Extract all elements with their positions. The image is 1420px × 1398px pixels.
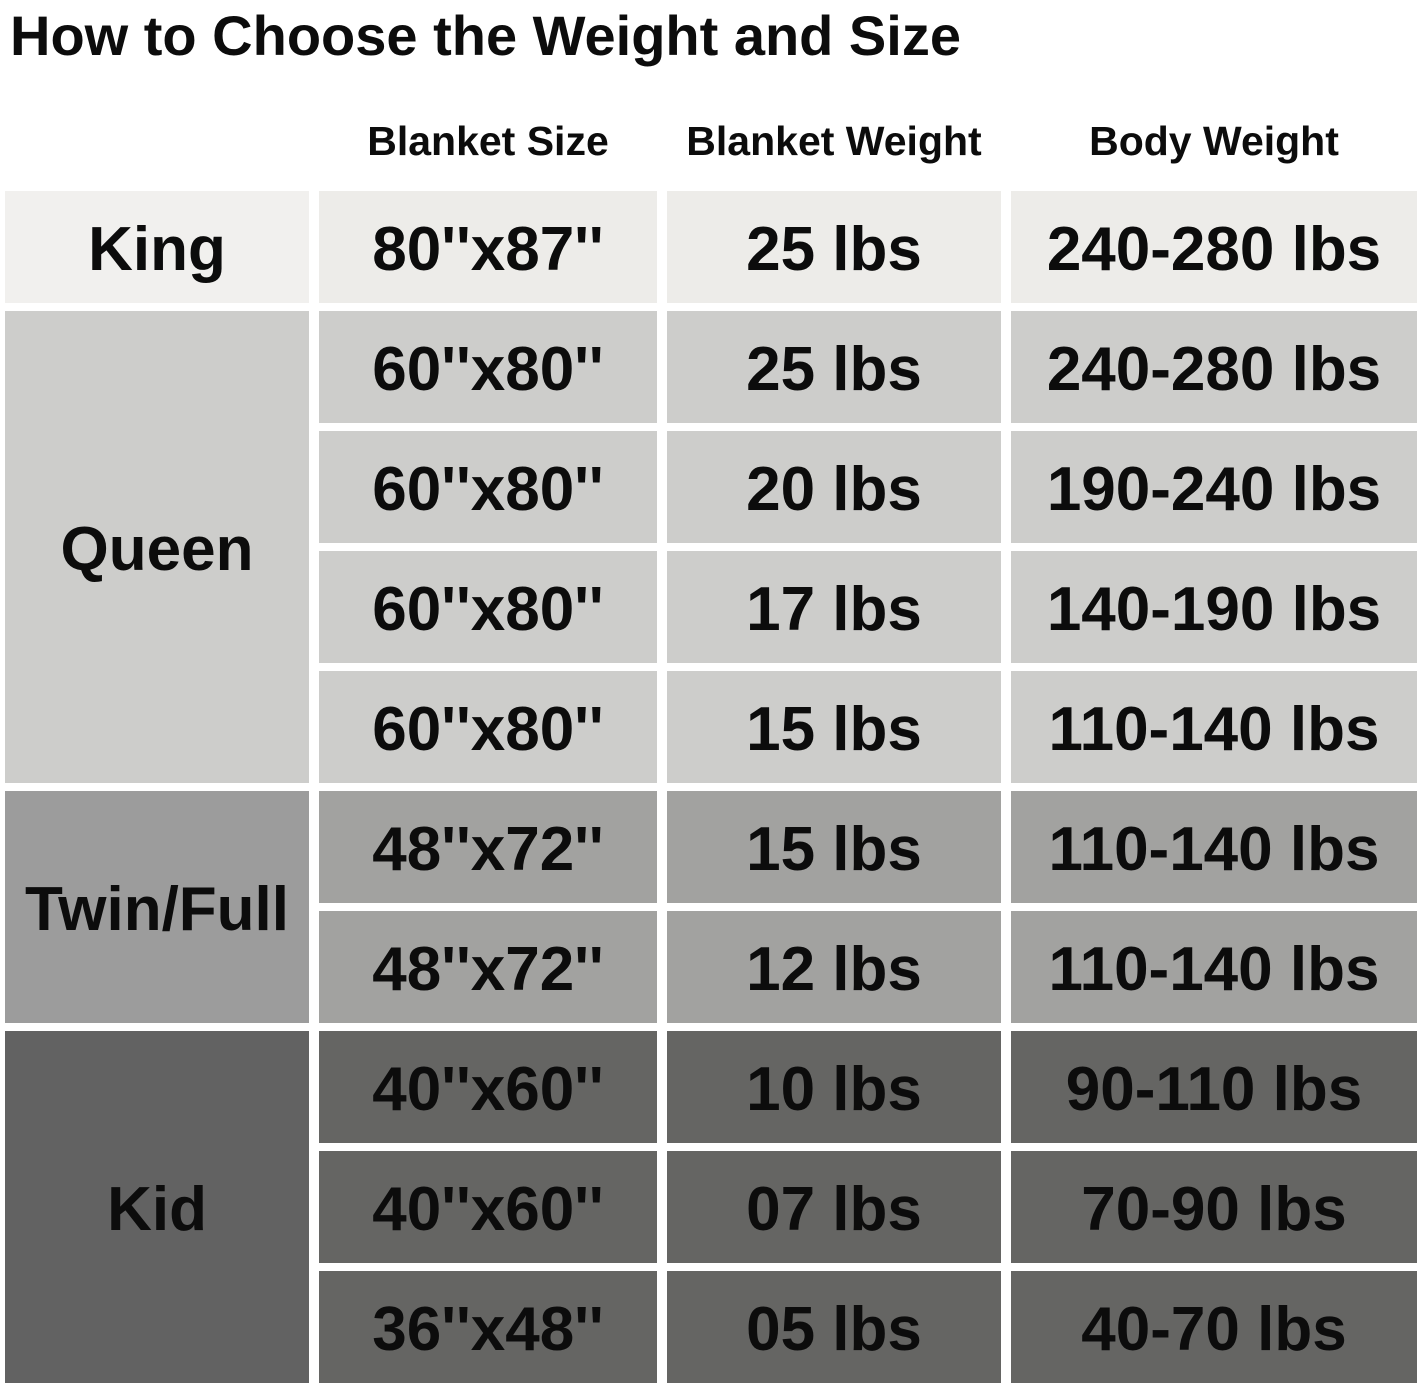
blanket-size-cell-queen: 60''x80'' [319,670,657,783]
blanket-size-cell-king: 80''x87'' [319,190,657,303]
body-weight-cell-queen: 110-140 lbs [1011,670,1417,783]
page-title: How to Choose the Weight and Size [10,4,961,67]
category-cell-kid: Kid [5,1030,309,1383]
body-weight-cell-kid: 70-90 lbs [1011,1150,1417,1263]
blanket-size-cell-queen: 60''x80'' [319,550,657,663]
blanket-size-cell-queen: 60''x80'' [319,430,657,543]
body-weight-cell-queen: 190-240 lbs [1011,430,1417,543]
body-weight-cell-queen: 140-190 lbs [1011,550,1417,663]
category-cell-king: King [5,190,309,303]
blanket-weight-cell-kid: 07 lbs [667,1150,1001,1263]
body-weight-cell-king: 240-280 lbs [1011,190,1417,303]
category-cell-queen: Queen [5,310,309,783]
column-header-blanket-size: Blanket Size [367,117,609,164]
blanket-size-cell-kid: 40''x60'' [319,1150,657,1263]
category-cell-twin-full: Twin/Full [5,790,309,1023]
blanket-weight-cell-king: 25 lbs [667,190,1001,303]
column-header-body-weight: Body Weight [1089,117,1339,164]
blanket-size-cell-kid: 36''x48'' [319,1270,657,1383]
body-weight-cell-twin-full: 110-140 lbs [1011,910,1417,1023]
column-header-blanket-weight: Blanket Weight [686,117,982,164]
blanket-size-cell-queen: 60''x80'' [319,310,657,423]
blanket-size-cell-kid: 40''x60'' [319,1030,657,1143]
blanket-size-cell-twin-full: 48''x72'' [319,790,657,903]
body-weight-cell-kid: 40-70 lbs [1011,1270,1417,1383]
blanket-weight-cell-kid: 10 lbs [667,1030,1001,1143]
body-weight-cell-queen: 240-280 lbs [1011,310,1417,423]
size-weight-table: King 80''x87'' 25 lbs 240-280 lbs Queen 60''x… [5,190,1417,1383]
blanket-weight-cell-twin-full: 12 lbs [667,910,1001,1023]
blanket-weight-cell-queen: 17 lbs [667,550,1001,663]
body-weight-cell-kid: 90-110 lbs [1011,1030,1417,1143]
body-weight-cell-twin-full: 110-140 lbs [1011,790,1417,903]
blanket-weight-cell-kid: 05 lbs [667,1270,1001,1383]
blanket-weight-cell-queen: 25 lbs [667,310,1001,423]
blanket-weight-cell-queen: 15 lbs [667,670,1001,783]
table-header-row: Blanket Size Blanket Weight Body Weight [5,118,1417,165]
blanket-size-cell-twin-full: 48''x72'' [319,910,657,1023]
blanket-weight-cell-queen: 20 lbs [667,430,1001,543]
blanket-weight-cell-twin-full: 15 lbs [667,790,1001,903]
